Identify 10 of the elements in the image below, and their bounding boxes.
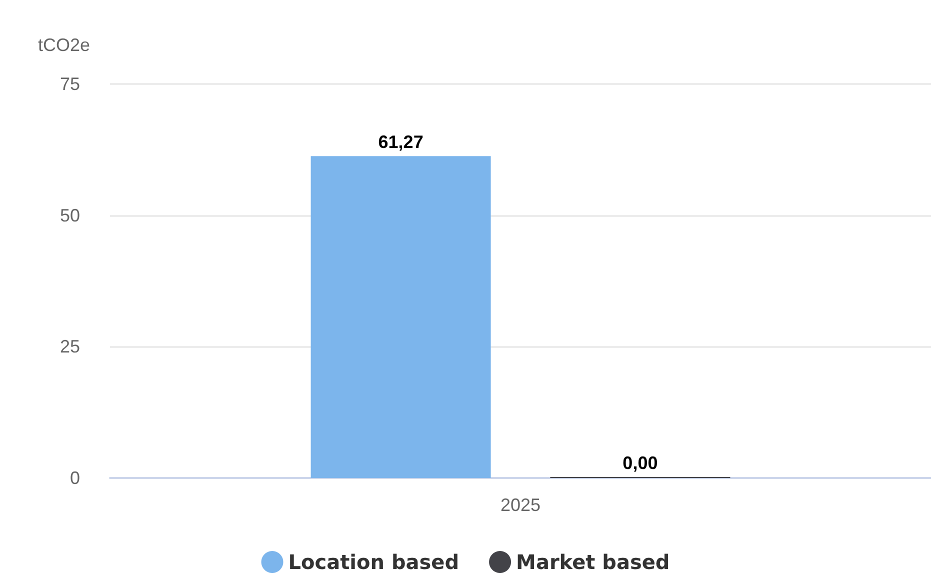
- legend-label: Location based: [288, 550, 460, 574]
- data-label: 61,27: [378, 132, 424, 152]
- y-tick-label: 50: [60, 205, 80, 226]
- x-tick-label: 2025: [500, 495, 541, 515]
- y-tick-label: 25: [60, 336, 80, 357]
- y-tick-label: 0: [70, 468, 80, 488]
- y-axis-title: tCO2e: [38, 35, 90, 55]
- legend-label: Market based: [516, 550, 670, 574]
- data-label: 0,00: [622, 453, 658, 473]
- y-tick-label: 75: [60, 74, 80, 94]
